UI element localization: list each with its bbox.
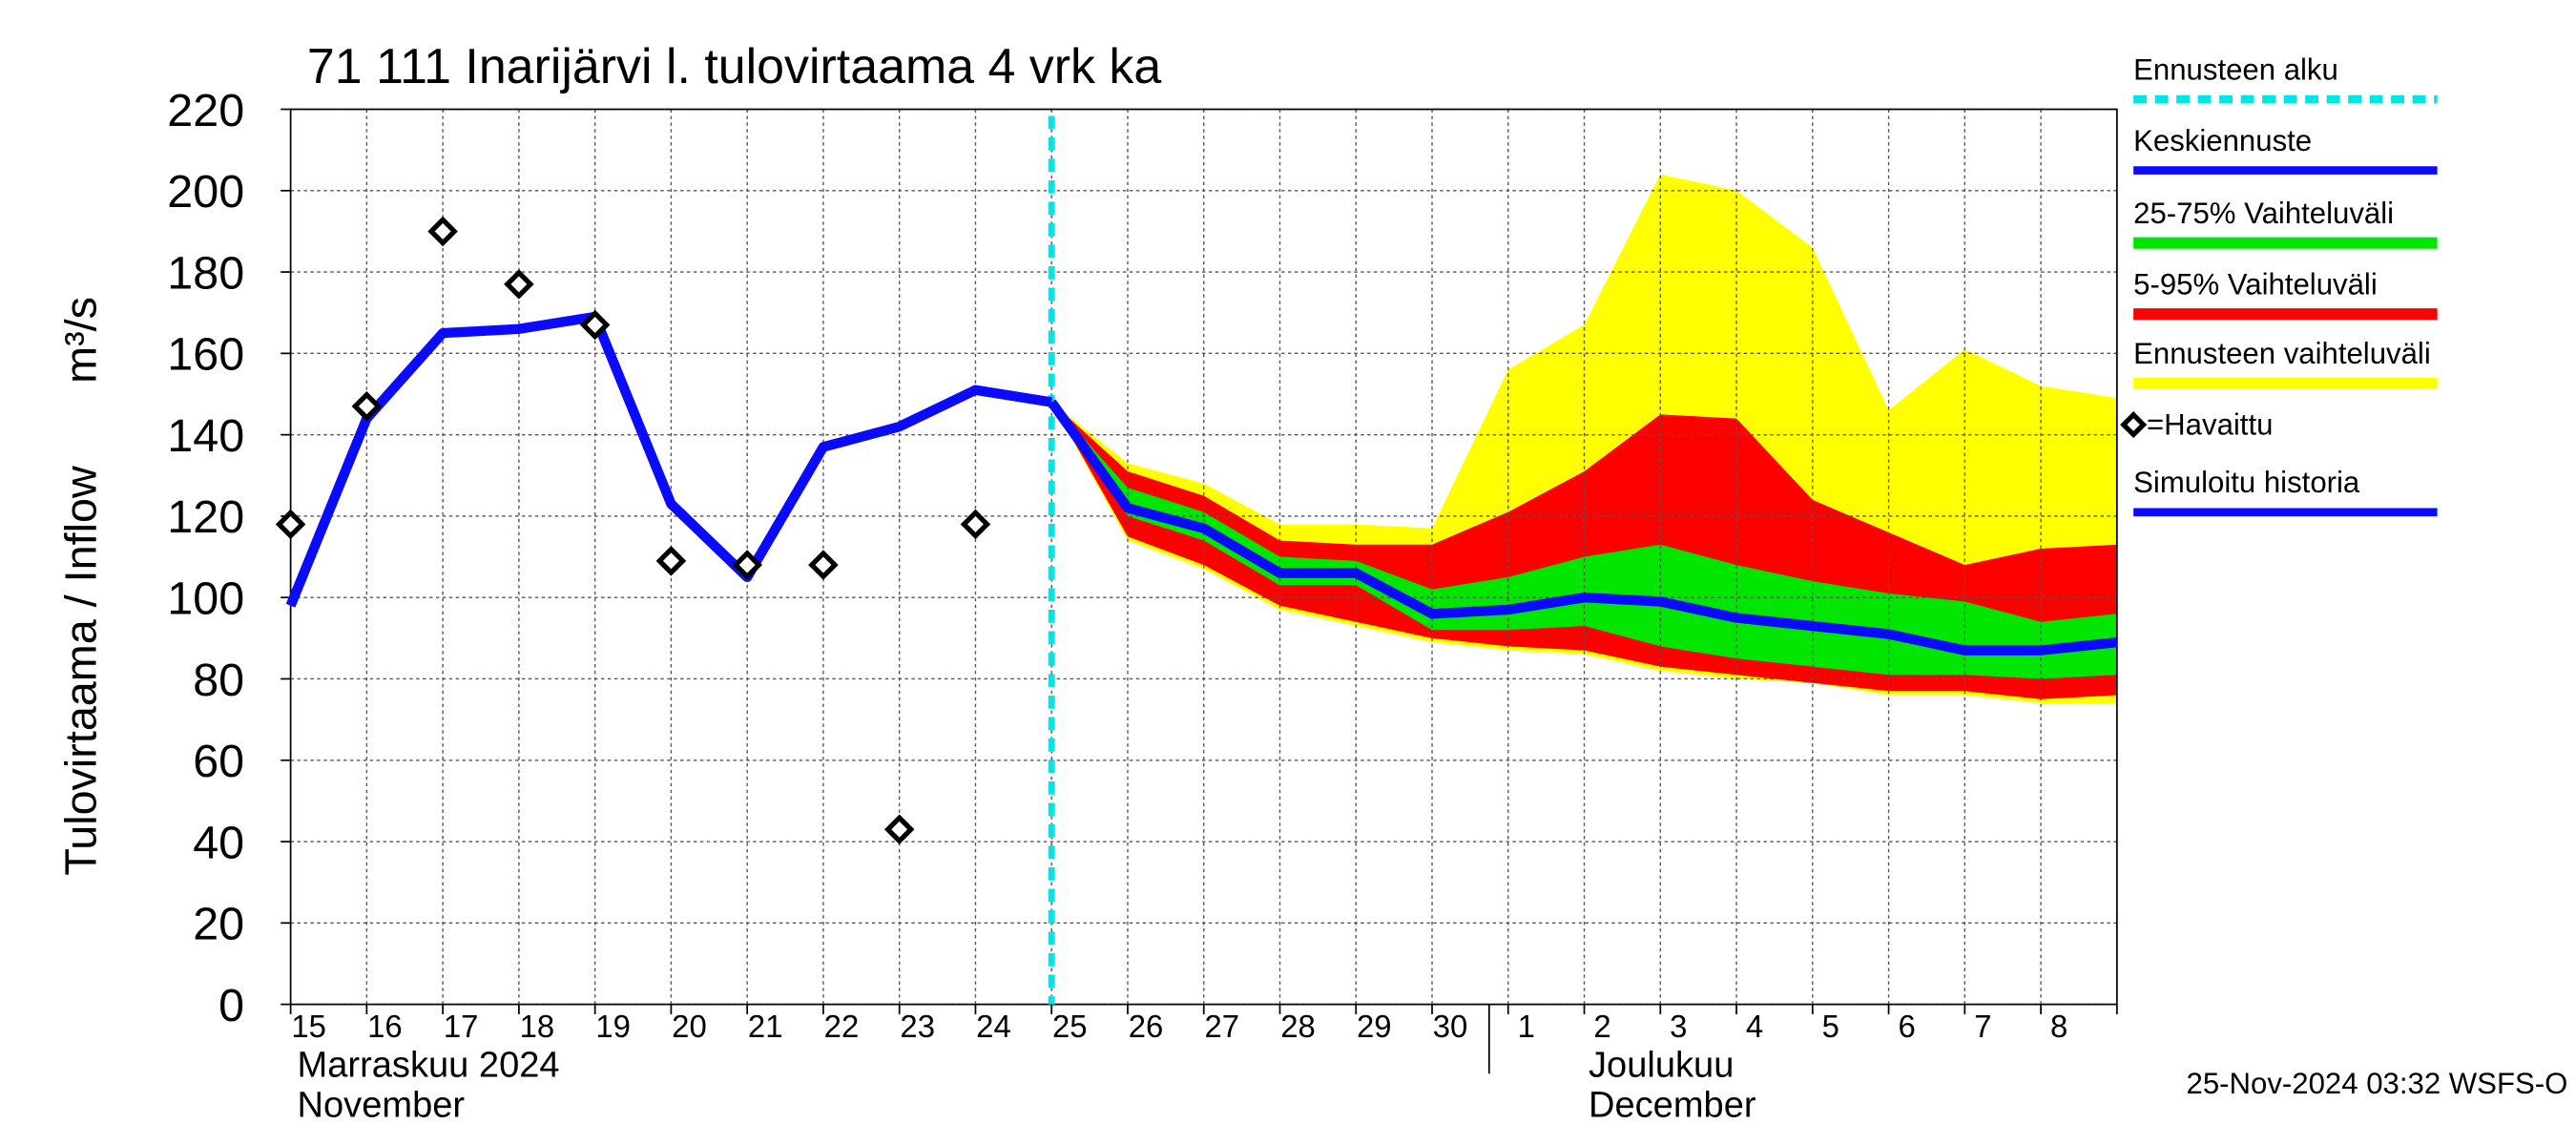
footer: 25-Nov-2024 03:32 WSFS-O <box>2187 1067 2568 1100</box>
observed-point <box>732 550 762 580</box>
x-tick-label: 6 <box>1898 1009 1915 1044</box>
y-tick-label: 200 <box>167 166 244 218</box>
y-axis-label: Tulovirtaama / Inflow <box>55 466 105 876</box>
x-tick-label: 16 <box>367 1009 403 1044</box>
y-tick-label: 160 <box>167 329 244 381</box>
chart-title: 71 111 Inarijärvi l. tulovirtaama 4 vrk … <box>307 39 1161 94</box>
observed-point <box>275 509 306 540</box>
x-tick-label: 5 <box>1822 1009 1839 1044</box>
legend-label: =Havaittu <box>2147 407 2273 441</box>
x-tick-label: 20 <box>672 1009 707 1044</box>
observed-point <box>655 546 687 576</box>
month-label: November <box>298 1085 466 1125</box>
legend-label: 25-75% Vaihteluväli <box>2133 197 2394 230</box>
x-tick-label: 23 <box>900 1009 935 1044</box>
x-tick-label: 1 <box>1518 1009 1535 1044</box>
observed-point <box>883 814 915 845</box>
y-tick-label: 120 <box>167 491 244 543</box>
x-tick-label: 3 <box>1670 1009 1687 1044</box>
x-tick-label: 28 <box>1280 1009 1316 1044</box>
x-tick-label: 19 <box>595 1009 631 1044</box>
x-tick-label: 29 <box>1357 1009 1392 1044</box>
legend-symbol <box>2120 411 2148 439</box>
y-tick-label: 100 <box>167 573 244 625</box>
x-tick-label: 17 <box>444 1009 479 1044</box>
x-tick-label: 25 <box>1052 1009 1088 1044</box>
y-tick-label: 220 <box>167 85 244 136</box>
x-tick-label: 27 <box>1204 1009 1239 1044</box>
y-axis-unit: m³/s <box>55 297 105 384</box>
x-tick-label: 4 <box>1746 1009 1763 1044</box>
observed-point <box>579 309 611 341</box>
y-tick-label: 180 <box>167 247 244 299</box>
observed-point <box>960 509 991 540</box>
observed-point <box>427 216 458 247</box>
month-label: December <box>1589 1085 1756 1125</box>
x-tick-label: 24 <box>976 1009 1011 1044</box>
series-line <box>1047 399 2118 656</box>
x-tick-label: 30 <box>1433 1009 1468 1044</box>
x-tick-label: 21 <box>748 1009 783 1044</box>
observed-point <box>504 269 534 300</box>
x-tick-label: 18 <box>520 1009 555 1044</box>
x-tick-label: 15 <box>291 1009 326 1044</box>
y-tick-label: 20 <box>193 899 244 950</box>
y-tick-label: 60 <box>193 736 244 787</box>
y-tick-label: 140 <box>167 410 244 462</box>
x-tick-label: 2 <box>1593 1009 1610 1044</box>
series-line <box>285 311 1053 608</box>
y-tick-label: 40 <box>193 817 244 868</box>
legend-label: Ennusteen alku <box>2133 52 2338 86</box>
month-label: Joulukuu <box>1589 1046 1734 1086</box>
x-tick-label: 8 <box>2050 1009 2067 1044</box>
x-tick-label: 7 <box>1974 1009 1991 1044</box>
legend-label: Simuloitu historia <box>2133 466 2360 499</box>
y-tick-label: 0 <box>218 980 244 1031</box>
y-tick-label: 80 <box>193 655 244 706</box>
observed-point <box>351 391 383 422</box>
plot-frame <box>289 108 2118 1006</box>
legend-label: 5-95% Vaihteluväli <box>2133 267 2378 301</box>
month-label: Marraskuu 2024 <box>298 1046 560 1086</box>
observed-point <box>808 550 839 580</box>
legend-label: Ennusteen vaihteluväli <box>2133 337 2431 370</box>
band <box>1051 402 2117 679</box>
x-tick-label: 26 <box>1129 1009 1164 1044</box>
legend-label: Keskiennuste <box>2133 124 2312 157</box>
x-tick-label: 22 <box>824 1009 860 1044</box>
